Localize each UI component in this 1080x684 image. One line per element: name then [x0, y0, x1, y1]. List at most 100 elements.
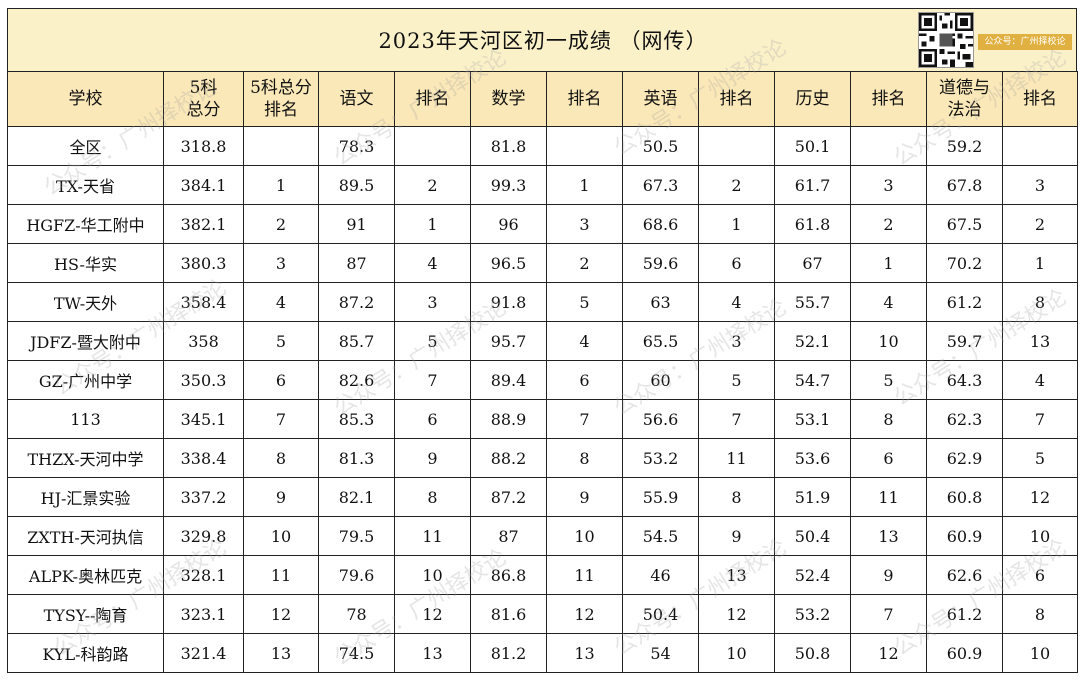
- header-col-chinese: 语文: [318, 71, 395, 127]
- cell-col-math: 96: [470, 204, 547, 244]
- header-row: 学校 5科 总分 5科总分 排名 语文 排名 数学 排名 英语 排名 历史 排名 道德与 法治 排名: [7, 71, 1078, 127]
- cell-col-english-rank: 4: [698, 282, 775, 322]
- cell-col-math: 91.8: [470, 282, 547, 322]
- cell-col-english: 68.6: [622, 204, 699, 244]
- school-name-cell: TX-天省: [7, 165, 164, 205]
- cell-col-ethics-rank: 3: [1002, 165, 1078, 205]
- cell-col-math: 81.8: [470, 126, 547, 166]
- cell-col-total-rank: 2: [243, 204, 319, 244]
- cell-col-math-rank: 11: [546, 555, 623, 595]
- cell-col-history-rank: 6: [850, 438, 927, 478]
- cell-col-math-rank: 8: [546, 438, 623, 478]
- cell-col-english: 59.6: [622, 243, 699, 283]
- table-row: 全区 318.8 78.3 81.8 50.5 50.1 59.2: [7, 126, 1078, 166]
- cell-col-history: 50.4: [774, 516, 851, 556]
- cell-col-english-rank: 6: [698, 243, 775, 283]
- cell-col-ethics-rank: 1: [1002, 243, 1078, 283]
- table-row: THZX-天河中学 338.4 8 81.3 9 88.2 8 53.2 11 53.6 6 62.9…: [7, 438, 1078, 478]
- cell-col-math-rank: 13: [546, 633, 623, 673]
- cell-col-ethics: 67.5: [926, 204, 1003, 244]
- cell-col-math: 96.5: [470, 243, 547, 283]
- cell-col-ethics: 62.3: [926, 399, 1003, 439]
- table-row: ALPK-奥林匹克 328.1 11 79.6 10 86.8 11 46 13 52.4 9 62.…: [7, 555, 1078, 595]
- cell-col-ethics-rank: [1002, 126, 1078, 166]
- cell-col-chinese-rank: 7: [394, 360, 471, 400]
- cell-col-history-rank: 5: [850, 360, 927, 400]
- cell-col-ethics: 61.2: [926, 282, 1003, 322]
- cell-col-total-rank: 11: [243, 555, 319, 595]
- title-bar: 2023年天河区初一成绩 （网传）: [7, 8, 1077, 72]
- cell-col-total-rank: 10: [243, 516, 319, 556]
- cell-col-total: 380.3: [163, 243, 244, 283]
- cell-col-ethics: 64.3: [926, 360, 1003, 400]
- cell-col-english-rank: 12: [698, 594, 775, 634]
- school-name-cell: TW-天外: [7, 282, 164, 322]
- cell-col-english: 65.5: [622, 321, 699, 361]
- cell-col-chinese-rank: 1: [394, 204, 471, 244]
- cell-col-total: 318.8: [163, 126, 244, 166]
- school-name-cell: TYSY--陶育: [7, 594, 164, 634]
- cell-col-total: 358: [163, 321, 244, 361]
- cell-col-history: 53.6: [774, 438, 851, 478]
- cell-col-ethics: 60.9: [926, 633, 1003, 673]
- cell-col-english-rank: 1: [698, 204, 775, 244]
- cell-col-math-rank: 12: [546, 594, 623, 634]
- cell-col-history-rank: 12: [850, 633, 927, 673]
- cell-col-chinese-rank: 13: [394, 633, 471, 673]
- cell-col-history-rank: 10: [850, 321, 927, 361]
- cell-col-total: 338.4: [163, 438, 244, 478]
- cell-col-history-rank: 8: [850, 399, 927, 439]
- cell-col-total-rank: 6: [243, 360, 319, 400]
- cell-col-chinese-rank: [394, 126, 471, 166]
- cell-col-ethics-rank: 4: [1002, 360, 1078, 400]
- header-col-ethics: 道德与 法治: [926, 71, 1003, 127]
- cell-col-chinese: 89.5: [318, 165, 395, 205]
- school-name-cell: JDFZ-暨大附中: [7, 321, 164, 361]
- cell-col-ethics-rank: 10: [1002, 516, 1078, 556]
- cell-col-chinese: 87: [318, 243, 395, 283]
- cell-col-total-rank: 7: [243, 399, 319, 439]
- header-col-english: 英语: [622, 71, 699, 127]
- cell-col-chinese-rank: 5: [394, 321, 471, 361]
- cell-col-english: 56.6: [622, 399, 699, 439]
- cell-col-history: 50.1: [774, 126, 851, 166]
- cell-col-chinese-rank: 2: [394, 165, 471, 205]
- school-name-cell: HS-华实: [7, 243, 164, 283]
- cell-col-ethics: 61.2: [926, 594, 1003, 634]
- cell-col-math: 88.2: [470, 438, 547, 478]
- table-row: ZXTH-天河执信 329.8 10 79.5 11 87 10 54.5 9 50.4 13 60.…: [7, 516, 1078, 556]
- table-row: TX-天省 384.1 1 89.5 2 99.3 1 67.3 2 61.7 3 67.8 3: [7, 165, 1078, 205]
- cell-col-chinese: 82.1: [318, 477, 395, 517]
- cell-col-history: 53.1: [774, 399, 851, 439]
- cell-col-math-rank: 10: [546, 516, 623, 556]
- table-row: HS-华实 380.3 3 87 4 96.5 2 59.6 6 67 1 70.2 1: [7, 243, 1078, 283]
- cell-col-math-rank: 2: [546, 243, 623, 283]
- cell-col-english-rank: 13: [698, 555, 775, 595]
- cell-col-math-rank: 5: [546, 282, 623, 322]
- school-name-cell: ALPK-奥林匹克: [7, 555, 164, 595]
- cell-col-total: 382.1: [163, 204, 244, 244]
- cell-col-chinese-rank: 12: [394, 594, 471, 634]
- table-row: JDFZ-暨大附中 358 5 85.7 5 95.7 4 65.5 3 52.1 10 59.7 13: [7, 321, 1078, 361]
- cell-col-english-rank: 2: [698, 165, 775, 205]
- cell-col-chinese: 78: [318, 594, 395, 634]
- school-name-cell: HGFZ-华工附中: [7, 204, 164, 244]
- cell-col-history: 61.7: [774, 165, 851, 205]
- cell-col-chinese-rank: 6: [394, 399, 471, 439]
- cell-col-english-rank: 5: [698, 360, 775, 400]
- cell-col-ethics: 62.9: [926, 438, 1003, 478]
- cell-col-chinese-rank: 11: [394, 516, 471, 556]
- cell-col-math: 95.7: [470, 321, 547, 361]
- school-name-cell: GZ-广州中学: [7, 360, 164, 400]
- cell-col-history-rank: 9: [850, 555, 927, 595]
- cell-col-ethics: 60.8: [926, 477, 1003, 517]
- cell-col-math: 81.2: [470, 633, 547, 673]
- qr-code-icon: [918, 12, 974, 68]
- cell-col-english: 55.9: [622, 477, 699, 517]
- cell-col-ethics-rank: 2: [1002, 204, 1078, 244]
- header-col-math: 数学: [470, 71, 547, 127]
- cell-col-chinese: 87.2: [318, 282, 395, 322]
- cell-col-total: 328.1: [163, 555, 244, 595]
- header-col-chinese-rank: 排名: [394, 71, 471, 127]
- cell-col-chinese: 79.5: [318, 516, 395, 556]
